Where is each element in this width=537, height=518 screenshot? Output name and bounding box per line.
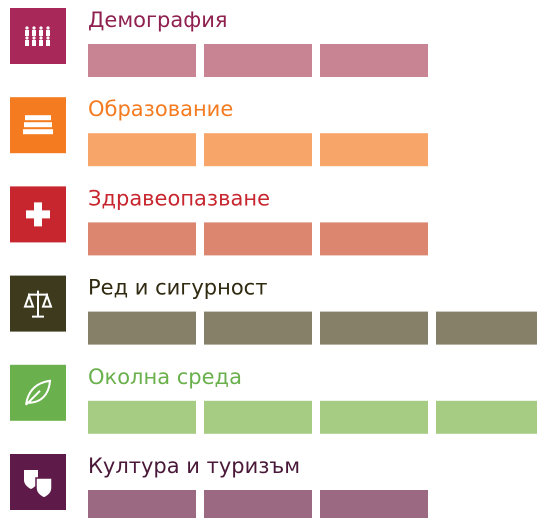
- icon-shape: [32, 36, 36, 40]
- icon-shape: [26, 202, 50, 227]
- rating-segment: [88, 222, 196, 256]
- indicator-row: Околна среда: [10, 364, 537, 434]
- icon-shape: [24, 122, 52, 128]
- icon-shape: [25, 115, 51, 121]
- rating-segment: [320, 490, 428, 518]
- rating-segment: [204, 44, 312, 77]
- rating-segment: [320, 133, 428, 167]
- icon: [10, 275, 66, 332]
- icon: [10, 97, 66, 154]
- icon: [10, 8, 66, 64]
- indicator-row: Демография: [10, 8, 428, 77]
- rating-segment: [204, 222, 312, 256]
- indicator-label: Ред и сигурност: [88, 276, 267, 300]
- indicator-label: Образование: [88, 97, 233, 121]
- indicator-row: Образование: [10, 97, 428, 167]
- rating-segment: [204, 400, 312, 434]
- rating-segment: [320, 44, 428, 77]
- icon: [10, 364, 66, 421]
- icon-shape: [46, 30, 50, 36]
- icon-shape: [25, 379, 52, 406]
- icon: [10, 186, 66, 243]
- rating-segment: [204, 311, 312, 345]
- icon-shape: [32, 40, 36, 46]
- rating-segment: [88, 490, 196, 518]
- icon-shape: [46, 36, 50, 40]
- icon-shape: [25, 26, 29, 30]
- indicator-label: Демография: [88, 8, 227, 32]
- rating-segment: [320, 222, 428, 256]
- icon-shape: [39, 26, 43, 30]
- indicator-label: Здравеопазване: [88, 186, 270, 210]
- rating-segment: [88, 133, 196, 167]
- rating-segment: [204, 490, 312, 518]
- rating-segment: [204, 133, 312, 167]
- icon-shape: [25, 40, 29, 46]
- icon: [10, 454, 66, 510]
- indicator-row: Култура и туризъм: [10, 454, 428, 518]
- icon-shape: [39, 30, 43, 36]
- icon-shape: [32, 30, 36, 36]
- rating-segment: [320, 400, 428, 434]
- indicator-row: Здравеопазване: [10, 186, 428, 256]
- rating-segment: [88, 400, 196, 434]
- icon-shape: [46, 26, 50, 30]
- icon-shape: [23, 129, 53, 135]
- rating-segment: [436, 400, 537, 434]
- indicator-row: Ред и сигурност: [10, 275, 537, 345]
- icon-shape: [25, 30, 29, 36]
- icon-background: [10, 8, 66, 64]
- icon-shape: [35, 477, 53, 499]
- indicator-label: Култура и туризъм: [88, 454, 300, 478]
- indicator-label: Околна среда: [88, 365, 242, 389]
- icon-shape: [39, 40, 43, 46]
- icon-shape: [32, 26, 36, 30]
- rating-segment: [320, 311, 428, 345]
- icon-shape: [46, 40, 50, 46]
- rating-segment: [88, 44, 196, 77]
- icon-shape: [23, 290, 53, 318]
- icon-shape: [24, 470, 38, 489]
- icon-shape: [39, 36, 43, 40]
- rating-segment: [436, 311, 537, 345]
- icon-shape: [25, 36, 29, 40]
- rating-segment: [88, 311, 196, 345]
